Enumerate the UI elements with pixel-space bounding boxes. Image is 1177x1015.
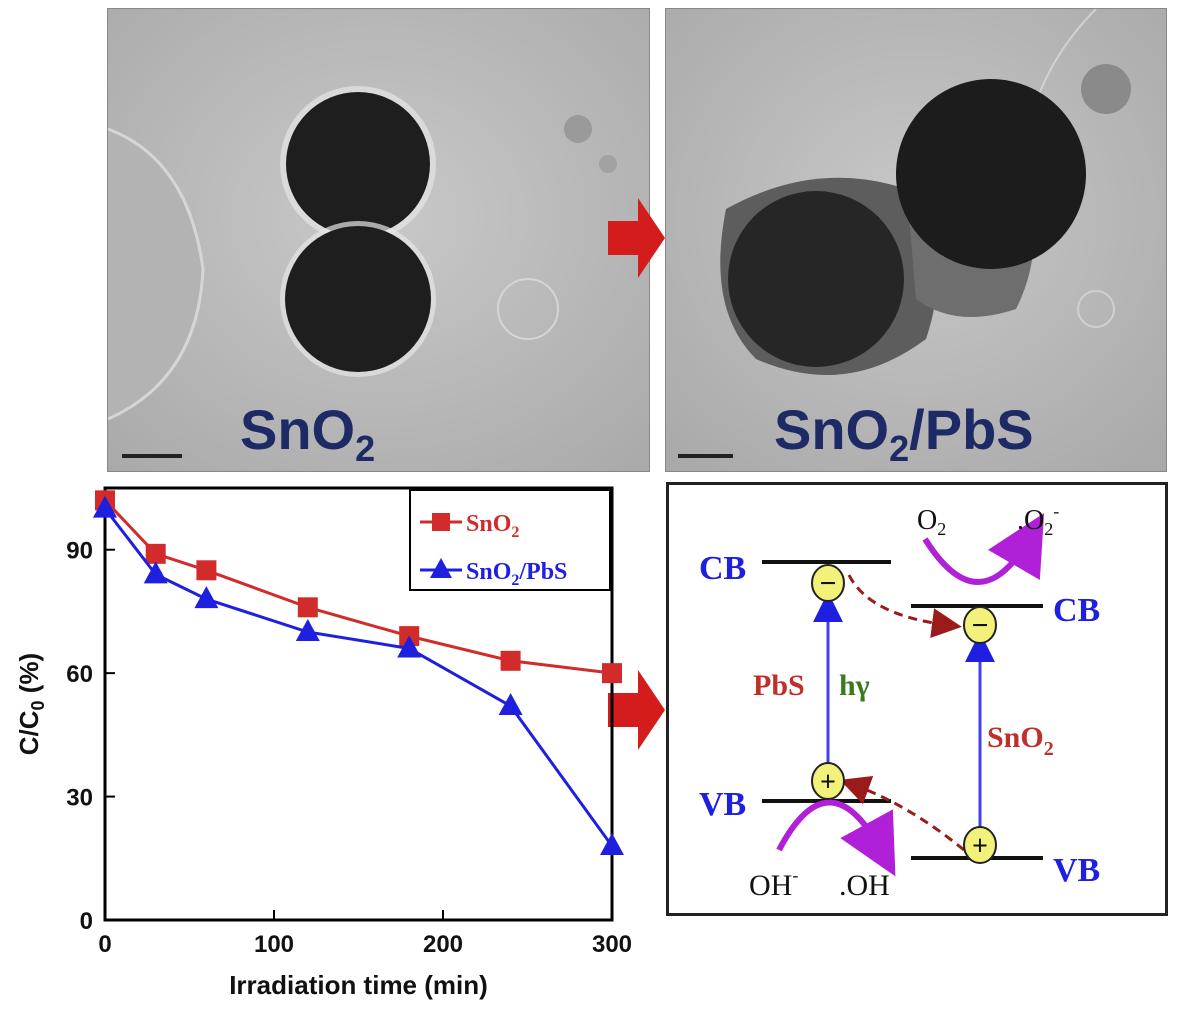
electron-pbs: − — [811, 564, 845, 602]
arrow-right-top — [608, 198, 665, 278]
data-point-square — [297, 597, 318, 618]
data-point-triangle — [600, 832, 624, 855]
y-tick-label: 0 — [80, 908, 93, 935]
o2-reduction-arrow — [922, 513, 1045, 585]
x-tick-label: 100 — [254, 931, 294, 958]
tem-image-sno2-pbs-graphic — [666, 9, 1166, 471]
data-point-square — [500, 650, 521, 671]
legend-marker — [430, 558, 452, 578]
tem-image-sno2-graphic — [108, 9, 649, 471]
legend-label: SnO2 — [466, 511, 519, 541]
data-point-triangle — [143, 561, 168, 584]
tem-image-sno2-pbs: SnO2/PbS — [665, 8, 1167, 472]
axis-ticks: 0 100 200 300 0 30 60 90 — [66, 538, 632, 958]
x-axis-label: Irradiation time (min) — [229, 970, 488, 1000]
x-tick-label: 0 — [98, 931, 111, 958]
y-tick-label: 90 — [66, 538, 93, 565]
data-point-triangle — [194, 586, 219, 609]
tem-label-sno2-pbs: SnO2/PbS — [774, 398, 1034, 469]
x-tick-label: 200 — [423, 931, 463, 958]
pbs-cb-label: CB — [699, 550, 746, 587]
superoxide-label: .O2- — [1017, 501, 1059, 539]
data-point-triangle — [397, 635, 422, 658]
tem-label-sno2: SnO2 — [240, 398, 376, 469]
y-tick-label: 30 — [66, 785, 93, 812]
arrow-right-bottom — [608, 670, 665, 750]
hole-sno2: + — [963, 826, 997, 864]
svg-text:+: + — [820, 767, 836, 798]
x-tick-label: 300 — [592, 931, 632, 958]
electron-sno2: − — [963, 606, 997, 644]
degradation-chart: 0 100 200 300 0 30 60 90 SnO2 SnO2/PbS Irradiati… — [14, 486, 632, 1000]
hv-label: hγ — [839, 669, 870, 702]
band-scheme: CB VB CB VB PbS hγ SnO2 − − + + — [699, 501, 1100, 902]
plot-frame — [103, 486, 614, 922]
hole-pbs: + — [811, 762, 845, 800]
data-point-square — [602, 663, 622, 684]
o2-label: O2 — [917, 505, 946, 539]
svg-text:−: − — [971, 609, 988, 642]
sno2-label: SnO2 — [987, 721, 1054, 760]
band-scheme-panel: CB VB CB VB PbS hγ SnO2 − − + + — [666, 482, 1168, 916]
legend-label: SnO2/PbS — [466, 559, 567, 589]
y-tick-label: 60 — [66, 661, 93, 688]
legend-marker — [432, 513, 450, 531]
data-point-triangle — [93, 495, 117, 518]
legend: SnO2 SnO2/PbS — [409, 489, 611, 591]
sno2-cb-label: CB — [1053, 592, 1100, 629]
data-point-triangle — [295, 619, 320, 641]
electron-transfer-arrow — [847, 574, 962, 638]
pbs-label: PbS — [753, 669, 805, 702]
oh-oxidation-arrow — [776, 799, 896, 877]
y-axis-label: C/C0 (%) — [14, 653, 48, 755]
hole-transfer-arrow — [839, 776, 965, 852]
data-point-square — [196, 560, 217, 581]
tem-image-sno2: SnO2 — [107, 8, 650, 472]
data-point-square — [145, 543, 166, 564]
hydroxyl-radical-label: .OH — [839, 869, 890, 902]
svg-text:+: + — [972, 831, 988, 862]
svg-text:−: − — [819, 567, 836, 600]
series-layer — [93, 490, 624, 855]
data-point-triangle — [498, 693, 523, 716]
pbs-vb-label: VB — [699, 786, 746, 823]
sno2-vb-label: VB — [1053, 852, 1100, 889]
hydroxide-label: OH- — [749, 865, 798, 902]
